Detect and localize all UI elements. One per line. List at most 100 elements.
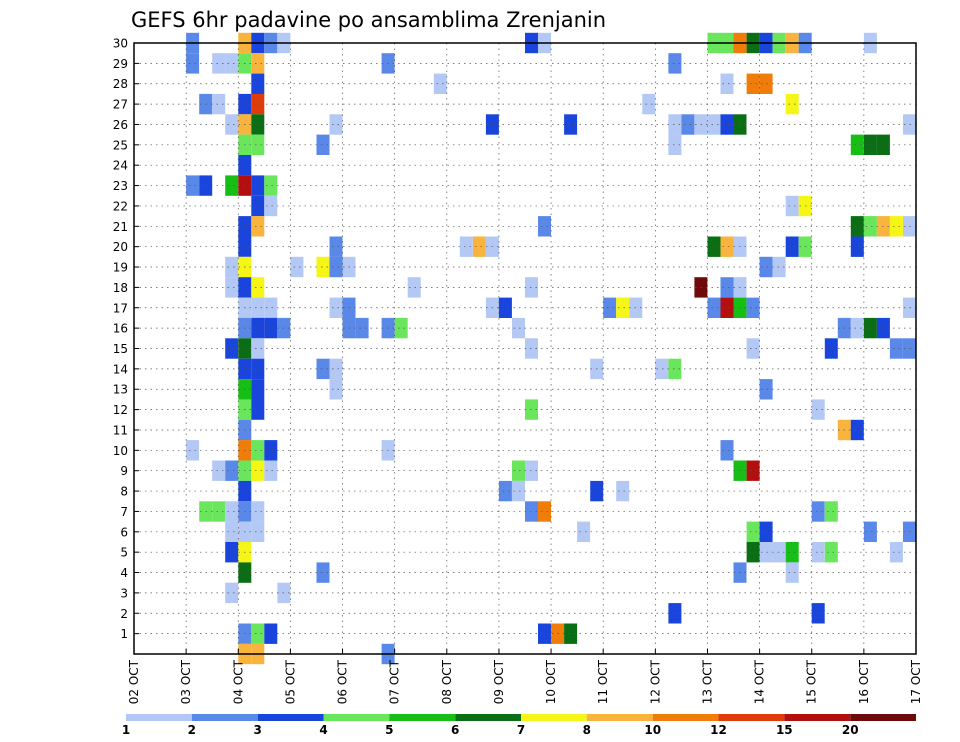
x-tick-label: 09 OCT — [492, 659, 506, 704]
precip-cell — [251, 399, 265, 420]
precip-cell — [498, 480, 512, 502]
precip-cell — [251, 379, 265, 400]
y-tick-label: 16 — [113, 322, 128, 336]
y-tick-label: 28 — [113, 77, 128, 91]
precip-cell — [681, 114, 695, 135]
precip-cell — [512, 460, 525, 481]
precip-cell — [746, 542, 760, 563]
y-tick-label: 7 — [120, 505, 128, 519]
x-tick-label: 14 OCT — [753, 659, 767, 704]
precip-cell — [720, 73, 734, 94]
precip-cell — [251, 195, 265, 217]
precip-cell — [889, 216, 903, 237]
chart-title: GEFS 6hr padavine po ansamblima Zrenjani… — [131, 8, 606, 32]
precip-cell — [251, 440, 265, 461]
precip-cell — [707, 236, 721, 257]
legend-swatch — [455, 714, 521, 721]
precip-cell — [251, 73, 265, 94]
precip-cell — [746, 73, 760, 94]
precip-cell — [225, 501, 239, 522]
precip-cell — [264, 317, 278, 339]
precip-cell — [720, 277, 734, 298]
legend-label: 10 — [644, 723, 661, 737]
precip-cell — [720, 297, 734, 318]
legend-swatch — [718, 714, 785, 721]
precip-cell — [811, 603, 825, 624]
precip-cell — [863, 134, 877, 155]
precip-cell — [329, 297, 343, 318]
precip-cell — [824, 338, 838, 359]
precip-cell — [759, 521, 773, 542]
precip-cell — [251, 134, 265, 155]
precip-cell — [251, 297, 265, 318]
precip-cell — [264, 297, 278, 318]
precip-cell — [785, 93, 799, 115]
legend-swatch — [389, 714, 456, 721]
x-tick-label: 07 OCT — [388, 659, 402, 704]
x-tick-label: 04 OCT — [231, 659, 245, 704]
y-tick-label: 23 — [113, 179, 128, 193]
precip-cell — [212, 460, 226, 481]
precip-cell — [355, 317, 369, 339]
precip-cell — [850, 317, 864, 339]
precip-cell — [564, 623, 578, 644]
y-tick-label: 17 — [113, 301, 128, 315]
legend-label: 7 — [517, 723, 525, 737]
precip-cell — [616, 297, 630, 318]
x-tick-label: 10 OCT — [544, 659, 558, 704]
precip-cell — [512, 317, 525, 339]
precip-cell — [251, 93, 265, 115]
precip-cell — [225, 277, 239, 298]
heatmap-cells — [186, 32, 916, 665]
y-tick-label: 5 — [120, 546, 128, 560]
legend-swatch — [323, 714, 390, 721]
x-tick-label: 08 OCT — [440, 659, 454, 704]
precip-cell — [498, 297, 512, 318]
precip-cell — [863, 521, 877, 542]
precip-cell — [186, 175, 200, 196]
precip-cell — [512, 480, 525, 502]
legend-label: 20 — [842, 723, 859, 737]
precip-cell — [746, 521, 760, 542]
precip-cell — [251, 53, 265, 74]
precip-cell — [616, 480, 630, 502]
precip-cell — [538, 623, 551, 644]
legend-label: 3 — [254, 723, 262, 737]
precip-cell — [538, 216, 551, 237]
precip-cell — [863, 216, 877, 237]
precip-cell — [290, 256, 304, 278]
precip-cell — [472, 236, 486, 257]
precip-cell — [720, 236, 734, 257]
y-axis: 1234567891011121314151617181920212223242… — [113, 37, 139, 641]
precip-cell — [824, 542, 838, 563]
legend-label: 12 — [710, 723, 727, 737]
precip-cell — [251, 623, 265, 644]
legend-label: 5 — [385, 723, 393, 737]
y-tick-label: 20 — [113, 240, 128, 254]
y-tick-label: 18 — [113, 281, 128, 295]
precip-cell — [772, 256, 786, 278]
y-tick-label: 15 — [113, 342, 128, 356]
precip-cell — [186, 440, 200, 461]
precip-cell — [759, 379, 773, 400]
precip-cell — [668, 53, 682, 74]
precip-cell — [759, 542, 773, 563]
legend-swatch — [521, 714, 587, 721]
precip-cell — [264, 623, 278, 644]
legend-label: 15 — [776, 723, 793, 737]
precip-cell — [850, 216, 864, 237]
x-tick-label: 13 OCT — [700, 659, 714, 704]
x-tick-label: 05 OCT — [283, 659, 297, 704]
precip-cell — [785, 195, 799, 217]
precip-cell — [772, 542, 786, 563]
precip-cell — [811, 501, 825, 522]
x-tick-label: 11 OCT — [596, 659, 610, 704]
precip-cell — [251, 521, 265, 542]
precip-cell — [251, 460, 265, 481]
precip-cell — [785, 562, 799, 583]
y-tick-label: 26 — [113, 118, 128, 132]
x-tick-label: 06 OCT — [336, 659, 350, 704]
x-tick-label: 12 OCT — [648, 659, 662, 704]
precip-cell — [251, 216, 265, 237]
